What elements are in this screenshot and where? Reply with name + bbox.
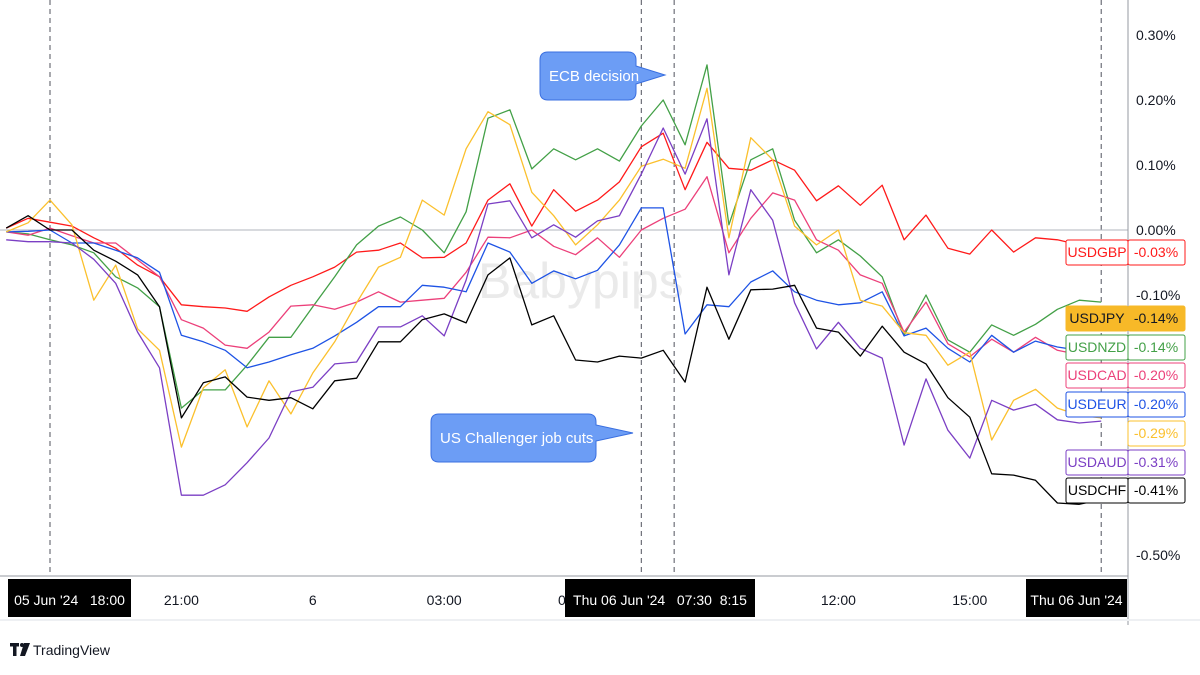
price-label-usdchf[interactable]: USDCHF -0.41%: [1065, 477, 1186, 504]
callout-ecb-decision[interactable]: ECB decision: [539, 51, 667, 101]
series-line-usdchf[interactable]: [5, 215, 1102, 505]
series-line-usdnzd[interactable]: [6, 64, 1102, 409]
time-axis-highlight-label: 05 Jun '24 18:00: [8, 579, 131, 617]
x-tick-label: 03:00: [427, 592, 462, 608]
price-label-usdgbp[interactable]: USDGBP -0.03%: [1065, 239, 1186, 266]
x-tick-label: 6: [309, 592, 317, 608]
callout-us-challenger-text: US Challenger job cuts: [440, 430, 593, 447]
price-label-usdcad[interactable]: USDCAD -0.20%: [1065, 362, 1186, 389]
series-line-usdaud[interactable]: [6, 118, 1102, 496]
time-highlight-box: [565, 579, 755, 617]
price-label-value: -0.14%: [1134, 339, 1178, 355]
price-label-value-box: [1127, 362, 1186, 389]
price-label-name: USDAUD: [1067, 454, 1126, 470]
price-label-value-box: [1127, 391, 1186, 418]
price-label-value-box: [1127, 305, 1186, 332]
price-label-value: -0.14%: [1134, 310, 1178, 326]
price-label-value-box: [1127, 449, 1186, 476]
series-line-unlabeled[interactable]: [5, 87, 1102, 448]
price-label-unlabeled[interactable]: -0.29%: [1127, 420, 1186, 447]
series-line-usdeur[interactable]: [6, 207, 1102, 369]
price-label-value-box: [1127, 477, 1186, 504]
watermark: Babypips: [478, 253, 684, 309]
y-tick-label: -0.10%: [1136, 287, 1180, 303]
price-axis[interactable]: 0.30% 0.20% 0.10% 0.00% -0.10% -0.50%: [1136, 27, 1180, 563]
price-label-value-box: [1127, 334, 1186, 361]
tradingview-brand: TradingView: [33, 642, 111, 658]
price-label-value: -0.20%: [1134, 367, 1178, 383]
callout-ecb-text: ECB decision: [549, 68, 639, 85]
time-highlight-text: Thu 06 Jun '24: [1030, 592, 1122, 608]
price-label-value: -0.03%: [1134, 244, 1178, 260]
price-label-name: USDCHF: [1068, 482, 1126, 498]
x-tick-label: 12:00: [821, 592, 856, 608]
y-tick-label: -0.50%: [1136, 547, 1180, 563]
price-label-usdjpy[interactable]: USDJPY -0.14%: [1065, 305, 1186, 332]
time-highlight-box: [1026, 579, 1127, 617]
series-lines: [5, 64, 1102, 505]
y-tick-label: 0.00%: [1136, 222, 1176, 238]
price-label-value-box: [1127, 239, 1186, 266]
time-highlight-text: Thu 06 Jun '24 07:30 8:15: [573, 592, 747, 608]
time-axis[interactable]: 21:00 6 03:00 12:00 15:00 0 05 Jun '24 18:00 Th…: [8, 579, 1127, 617]
x-tick-label: 15:00: [952, 592, 987, 608]
price-label-value: -0.31%: [1134, 454, 1178, 470]
price-label-value-box: [1127, 420, 1186, 447]
price-label-usdeur[interactable]: USDEUR -0.20%: [1065, 391, 1186, 418]
price-label-name: USDCAD: [1067, 367, 1126, 383]
x-tick-label-partial: 0: [558, 592, 566, 608]
price-label-value: -0.41%: [1134, 482, 1178, 498]
price-label-value: -0.29%: [1134, 425, 1178, 441]
series-line-usdcad[interactable]: [6, 176, 1102, 361]
callout-us-challenger[interactable]: US Challenger job cuts: [430, 413, 634, 463]
tradingview-logo-icon: [10, 643, 30, 656]
price-label-name: USDEUR: [1067, 396, 1126, 412]
price-labels: USDGBP -0.03% USDJPY -0.14% USDNZD -0.14% USDC…: [1065, 239, 1186, 504]
price-label-value: -0.20%: [1134, 396, 1178, 412]
series-line-usdgbp[interactable]: [5, 132, 1102, 312]
time-highlight-text: 05 Jun '24 18:00: [14, 592, 125, 608]
price-label-name: USDGBP: [1067, 244, 1126, 260]
price-label-name: USDNZD: [1068, 339, 1126, 355]
y-tick-label: 0.30%: [1136, 27, 1176, 43]
tradingview-logo[interactable]: TradingView: [10, 642, 111, 658]
y-tick-label: 0.20%: [1136, 92, 1176, 108]
price-label-name: USDJPY: [1069, 310, 1125, 326]
price-label-usdaud[interactable]: USDAUD -0.31%: [1065, 449, 1186, 476]
x-tick-label: 21:00: [164, 592, 199, 608]
time-axis-highlight-label: Thu 06 Jun '24: [1026, 579, 1127, 617]
y-tick-label: 0.10%: [1136, 157, 1176, 173]
price-label-usdnzd[interactable]: USDNZD -0.14%: [1065, 334, 1186, 361]
time-axis-highlight-label: Thu 06 Jun '24 07:30 8:15: [565, 579, 755, 617]
time-highlight-box: [8, 579, 131, 617]
